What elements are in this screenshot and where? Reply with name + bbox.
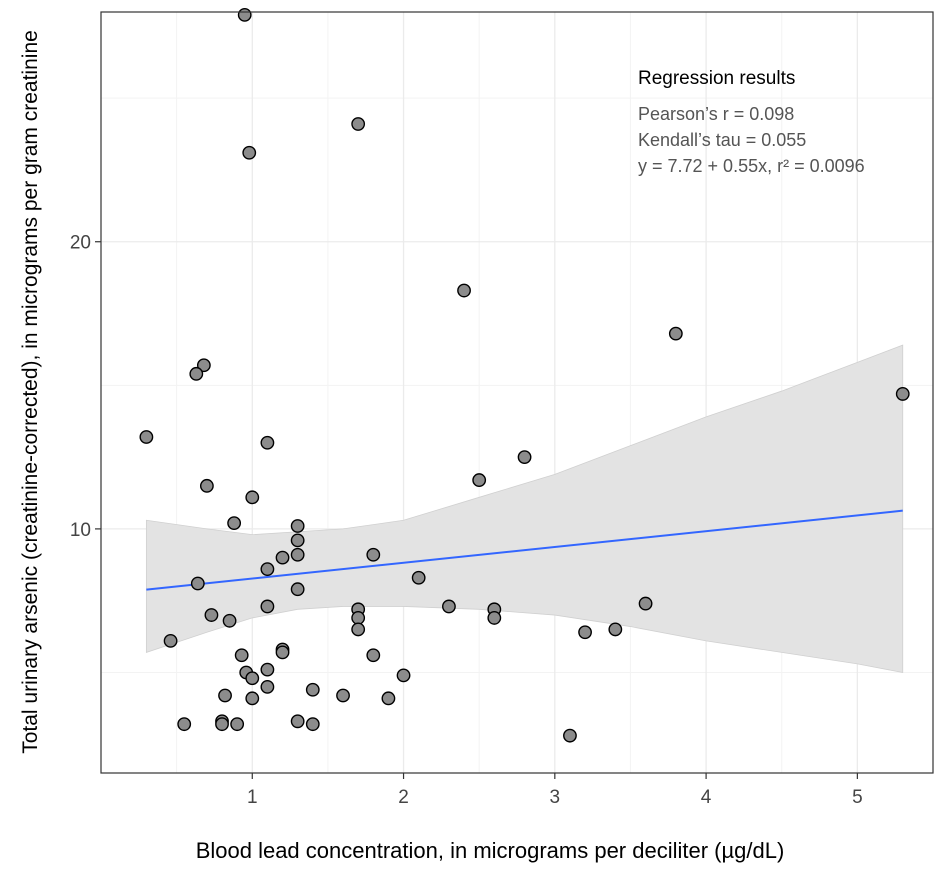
- data-point: [668, 326, 683, 341]
- data-point: [222, 613, 237, 628]
- data-point: [442, 599, 456, 614]
- annotation-title: Regression results: [638, 68, 795, 89]
- data-point: [290, 533, 305, 548]
- data-point: [245, 490, 260, 505]
- data-point: [204, 608, 219, 622]
- data-point: [234, 648, 249, 663]
- y-tick-label: 10: [70, 520, 91, 541]
- panel-border: [100, 11, 934, 774]
- data-point: [638, 596, 653, 611]
- data-point: [517, 450, 532, 465]
- data-point: [227, 516, 242, 531]
- regression-line: [146, 509, 903, 591]
- data-point: [351, 622, 366, 637]
- data-point: [218, 688, 232, 703]
- data-point: [411, 570, 426, 585]
- data-point: [275, 550, 290, 565]
- data-point: [199, 478, 214, 493]
- data-point: [366, 547, 381, 562]
- data-point: [237, 7, 252, 22]
- axis-ticks: [95, 241, 858, 779]
- data-point: [230, 717, 245, 732]
- data-point: [290, 714, 305, 729]
- data-point: [366, 648, 381, 663]
- data-point: [336, 688, 350, 703]
- data-point: [563, 728, 577, 743]
- data-point: [290, 519, 305, 533]
- grid-minor: [101, 12, 933, 773]
- data-point: [260, 599, 275, 614]
- data-point: [189, 366, 204, 381]
- y-tick-label: 20: [70, 233, 91, 254]
- data-point: [260, 679, 275, 694]
- data-point: [139, 430, 154, 444]
- data-point: [275, 645, 290, 660]
- x-axis-title: Blood lead concentration, in micrograms …: [196, 838, 785, 863]
- data-point: [608, 622, 623, 637]
- data-point: [290, 582, 305, 597]
- data-point: [396, 668, 411, 683]
- data-point: [487, 611, 502, 625]
- x-tick-label: 1: [247, 787, 258, 808]
- x-tick-label: 3: [550, 787, 561, 808]
- data-point: [245, 691, 260, 706]
- annotation-line-equation: y = 7.72 + 0.55x, r² = 0.0096: [638, 156, 865, 176]
- data-point: [351, 117, 366, 131]
- data-point: [245, 671, 260, 686]
- x-tick-label: 2: [398, 787, 409, 808]
- data-point: [305, 682, 320, 697]
- data-point: [260, 562, 275, 577]
- data-point: [457, 283, 471, 298]
- data-point: [472, 473, 487, 487]
- annotation-line-pearson: Pearson’s r = 0.098: [638, 104, 794, 124]
- data-point: [260, 435, 275, 450]
- data-point: [242, 145, 257, 160]
- data-point: [163, 634, 178, 648]
- y-axis-title: Total urinary arsenic (creatinine-correc…: [19, 30, 42, 754]
- data-points: [139, 7, 910, 743]
- x-tick-label: 4: [701, 787, 712, 808]
- data-point: [381, 691, 396, 706]
- axis-tick-labels: 1 2 3 4 5 10 20: [70, 233, 863, 808]
- data-point: [351, 611, 366, 625]
- data-point: [215, 717, 229, 732]
- data-point: [177, 717, 192, 732]
- data-point: [305, 717, 320, 732]
- x-tick-label: 5: [852, 787, 863, 808]
- data-point: [196, 358, 211, 373]
- data-point: [895, 387, 910, 401]
- annotation-line-kendall: Kendall’s tau = 0.055: [638, 130, 806, 150]
- confidence-band: [145, 344, 904, 673]
- data-point: [578, 625, 592, 640]
- regression-annotation: Regression results Pearson’s r = 0.098 K…: [638, 68, 865, 176]
- data-point: [190, 576, 205, 591]
- data-point: [260, 662, 275, 677]
- data-point: [290, 547, 305, 562]
